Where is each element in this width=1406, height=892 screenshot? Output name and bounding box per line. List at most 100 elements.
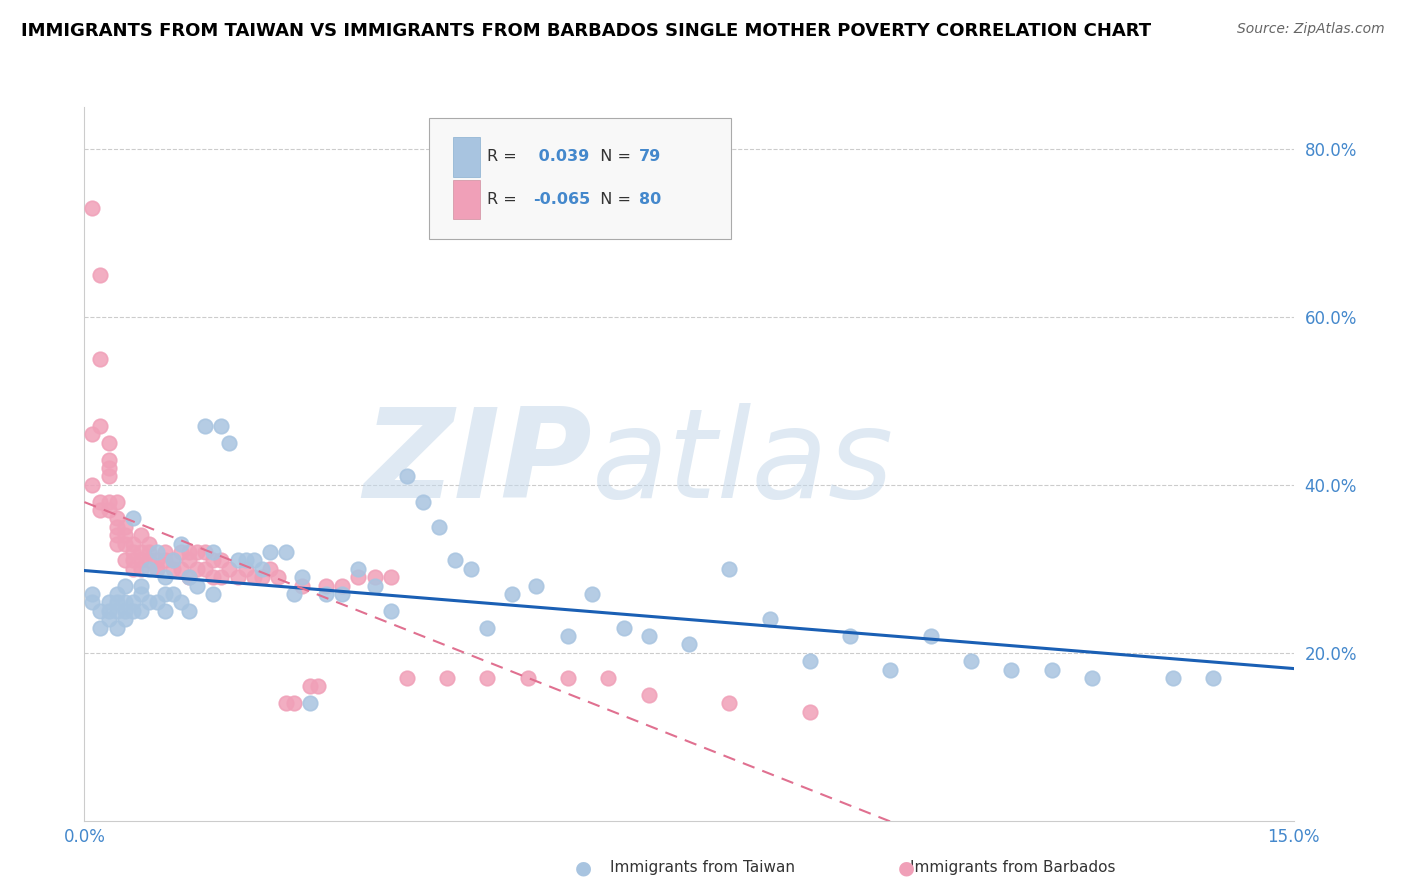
Point xyxy=(267,570,290,584)
Point xyxy=(138,545,160,559)
Point xyxy=(179,553,201,567)
Point xyxy=(209,570,232,584)
Point xyxy=(299,679,322,693)
Point xyxy=(129,587,152,601)
Point xyxy=(89,351,111,366)
Point xyxy=(121,545,143,559)
Point xyxy=(153,587,176,601)
Point xyxy=(89,494,111,508)
Point xyxy=(105,520,128,534)
Point xyxy=(89,268,111,282)
FancyBboxPatch shape xyxy=(429,118,731,239)
Point xyxy=(97,452,120,467)
Point xyxy=(250,570,273,584)
Point xyxy=(194,545,217,559)
Point xyxy=(613,621,636,635)
Point xyxy=(97,461,120,475)
Point xyxy=(202,545,225,559)
Text: Immigrants from Barbados: Immigrants from Barbados xyxy=(910,861,1115,875)
Point xyxy=(121,553,143,567)
Point xyxy=(477,671,499,685)
Point xyxy=(129,578,152,592)
Text: 79: 79 xyxy=(640,150,662,164)
Point xyxy=(202,553,225,567)
Point xyxy=(170,545,193,559)
Point xyxy=(395,671,418,685)
Point xyxy=(114,528,136,542)
Point xyxy=(170,536,193,550)
Point xyxy=(114,578,136,592)
Point xyxy=(209,419,232,434)
Point xyxy=(501,587,523,601)
Point xyxy=(235,562,257,576)
Point xyxy=(202,570,225,584)
Point xyxy=(477,621,499,635)
Point xyxy=(153,553,176,567)
Point xyxy=(380,604,402,618)
Point xyxy=(291,570,314,584)
Point xyxy=(105,604,128,618)
Point xyxy=(129,562,152,576)
Point xyxy=(121,595,143,609)
Point xyxy=(105,587,128,601)
Text: IMMIGRANTS FROM TAIWAN VS IMMIGRANTS FROM BARBADOS SINGLE MOTHER POVERTY CORRELA: IMMIGRANTS FROM TAIWAN VS IMMIGRANTS FRO… xyxy=(21,22,1152,40)
Point xyxy=(82,478,104,492)
Point xyxy=(89,419,111,434)
Point xyxy=(162,553,184,567)
Text: atlas: atlas xyxy=(592,403,894,524)
Point xyxy=(129,545,152,559)
Point xyxy=(179,570,201,584)
Point xyxy=(242,570,264,584)
Point xyxy=(218,562,240,576)
Point xyxy=(637,688,659,702)
Point xyxy=(879,663,901,677)
Point xyxy=(307,679,329,693)
Point xyxy=(412,494,434,508)
Point xyxy=(153,545,176,559)
Point xyxy=(380,570,402,584)
Point xyxy=(138,562,160,576)
Text: R =: R = xyxy=(486,193,522,207)
Point xyxy=(105,536,128,550)
Point xyxy=(194,562,217,576)
Point xyxy=(114,520,136,534)
Point xyxy=(82,201,104,215)
Point xyxy=(330,578,353,592)
Point xyxy=(162,553,184,567)
Point xyxy=(315,587,337,601)
Point xyxy=(186,545,208,559)
Point xyxy=(250,562,273,576)
Point xyxy=(202,587,225,601)
Point xyxy=(460,562,482,576)
Point xyxy=(146,595,169,609)
Point xyxy=(89,503,111,517)
Point xyxy=(97,494,120,508)
Point xyxy=(226,553,249,567)
Point xyxy=(179,604,201,618)
Point xyxy=(557,671,579,685)
Point xyxy=(121,536,143,550)
Point xyxy=(557,629,579,643)
Point xyxy=(291,578,314,592)
Point xyxy=(718,696,741,710)
Point xyxy=(1040,663,1063,677)
Point xyxy=(121,511,143,525)
Point xyxy=(235,553,257,567)
Text: 0.039: 0.039 xyxy=(533,150,589,164)
Point xyxy=(114,553,136,567)
Text: Source: ZipAtlas.com: Source: ZipAtlas.com xyxy=(1237,22,1385,37)
Point xyxy=(170,562,193,576)
Point xyxy=(138,536,160,550)
Point xyxy=(194,419,217,434)
Point xyxy=(89,604,111,618)
Point xyxy=(524,578,547,592)
Point xyxy=(162,562,184,576)
Text: N =: N = xyxy=(589,150,636,164)
Point xyxy=(242,553,264,567)
Point xyxy=(82,595,104,609)
Point xyxy=(129,604,152,618)
Point xyxy=(105,494,128,508)
Point xyxy=(274,545,297,559)
Point xyxy=(97,435,120,450)
Point xyxy=(283,587,305,601)
